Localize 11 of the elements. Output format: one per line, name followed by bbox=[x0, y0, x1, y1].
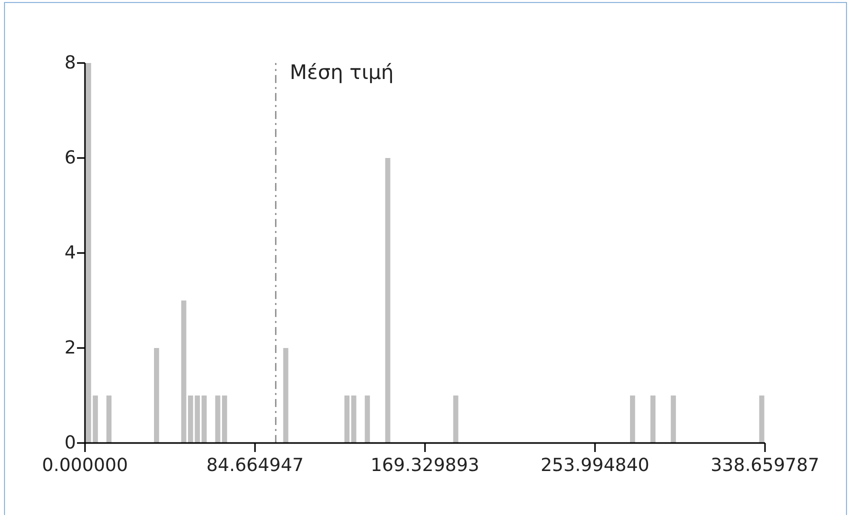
x-tick-label: 0.000000 bbox=[42, 454, 128, 476]
y-tick-label: 8 bbox=[64, 52, 76, 74]
x-tick-label: 169.329893 bbox=[370, 454, 480, 476]
y-tick-label: 0 bbox=[64, 432, 76, 454]
y-tick-label: 6 bbox=[64, 148, 76, 168]
x-tick-label: 338.659787 bbox=[710, 454, 820, 476]
y-tick-label: 4 bbox=[64, 242, 76, 264]
x-tick-label: 84.664947 bbox=[206, 454, 304, 476]
x-tick-label: 253.994840 bbox=[540, 454, 650, 476]
ref-line-label: Μέση τιμή bbox=[290, 60, 394, 84]
y-tick-label: 2 bbox=[64, 338, 76, 358]
